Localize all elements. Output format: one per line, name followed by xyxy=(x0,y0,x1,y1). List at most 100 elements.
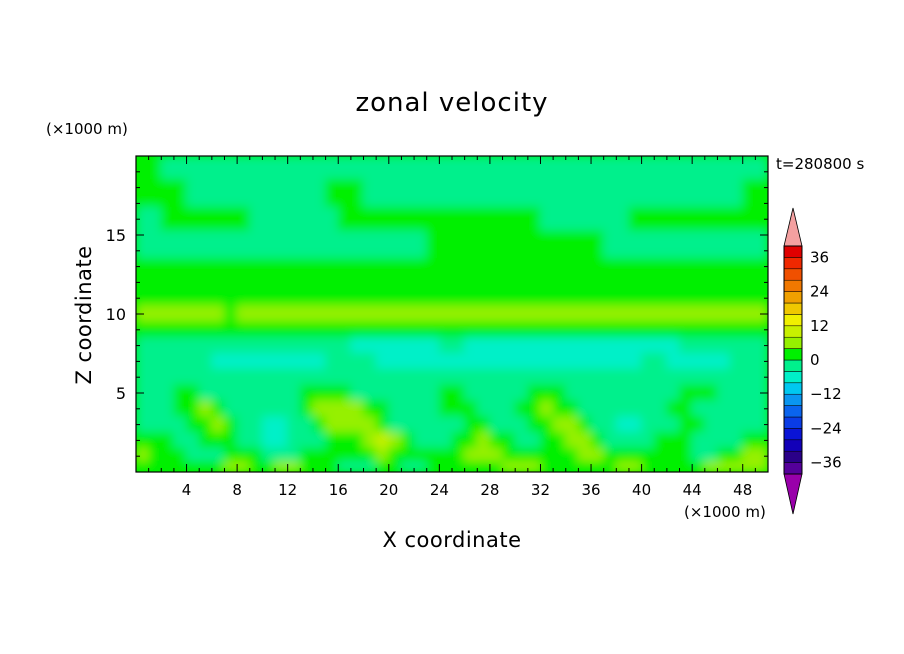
field-cell xyxy=(653,368,668,386)
field-cell xyxy=(198,368,213,386)
field-cell xyxy=(236,432,251,449)
field-cell xyxy=(514,368,529,386)
field-cell xyxy=(274,258,289,287)
colorbar-tick-label: 12 xyxy=(810,317,829,335)
field-cell xyxy=(590,321,605,339)
field-cell xyxy=(363,305,377,323)
field-cell xyxy=(160,400,175,418)
field-cell xyxy=(464,305,478,323)
field-cell xyxy=(628,321,643,339)
field-cell xyxy=(489,337,504,354)
field-cell xyxy=(337,321,352,339)
field-cell xyxy=(729,206,744,232)
field-cell xyxy=(641,305,655,323)
field-cell xyxy=(325,285,339,307)
field-cell xyxy=(400,206,415,232)
field-cell xyxy=(299,461,314,472)
field-cell xyxy=(679,206,693,232)
field-cell xyxy=(603,305,617,323)
field-cell xyxy=(489,353,504,370)
field-cell xyxy=(742,230,756,260)
field-cell xyxy=(312,337,327,354)
field-cell xyxy=(514,230,529,260)
field-cell xyxy=(400,258,415,287)
field-cell xyxy=(173,461,188,472)
field-cell xyxy=(325,447,339,463)
field-cell xyxy=(666,461,681,472)
field-cell xyxy=(704,416,718,433)
field-cell xyxy=(704,337,718,354)
field-cell xyxy=(363,206,377,232)
field-cell xyxy=(223,305,238,323)
field-cell xyxy=(337,337,352,354)
field-cell xyxy=(653,285,668,307)
field-cell xyxy=(198,285,213,307)
field-cell xyxy=(464,447,478,463)
field-cell xyxy=(742,156,756,181)
field-cell xyxy=(742,179,756,208)
field-cell xyxy=(653,305,668,323)
field-cell xyxy=(186,179,200,208)
field-cell xyxy=(261,305,276,323)
field-cell xyxy=(186,461,200,472)
field-cell xyxy=(476,285,491,307)
field-cell xyxy=(565,230,579,260)
field-cell xyxy=(565,156,579,181)
field-cell xyxy=(590,258,605,287)
field-cell xyxy=(679,416,693,433)
colorbar-segment xyxy=(783,302,803,315)
field-cell xyxy=(502,179,516,208)
field-cell xyxy=(148,432,162,449)
field-cell xyxy=(325,206,339,232)
colorbar-frame xyxy=(783,245,803,475)
field-cell xyxy=(287,416,301,433)
field-cell xyxy=(388,337,402,354)
field-cell xyxy=(754,206,768,232)
field-cell xyxy=(502,258,516,287)
field-cell xyxy=(249,179,263,208)
field-cell xyxy=(223,258,238,287)
field-cell xyxy=(198,258,213,287)
field-cell xyxy=(666,416,681,433)
field-cell xyxy=(590,156,605,181)
colorbar-segment xyxy=(783,268,803,281)
field-cell xyxy=(552,179,567,208)
field-cell xyxy=(641,353,655,370)
field-cell xyxy=(716,258,731,287)
field-cell xyxy=(287,432,301,449)
field-cell xyxy=(261,400,276,418)
field-cell xyxy=(160,206,175,232)
field-cell xyxy=(451,432,466,449)
colorbar-tick-label: −24 xyxy=(810,419,842,437)
field-cell xyxy=(186,305,200,323)
field-cell xyxy=(400,461,415,472)
field-cell xyxy=(186,337,200,354)
field-cell xyxy=(603,384,617,402)
field-cell xyxy=(565,258,579,287)
field-cell xyxy=(502,400,516,418)
colorbar-segment xyxy=(783,416,803,429)
field-cell xyxy=(438,353,453,370)
field-cell xyxy=(577,258,592,287)
field-cell xyxy=(350,432,365,449)
field-cell xyxy=(148,305,162,323)
field-cell xyxy=(691,337,706,354)
field-cell xyxy=(527,416,541,433)
field-cell xyxy=(451,206,466,232)
field-cell xyxy=(337,156,352,181)
field-cell xyxy=(565,416,579,433)
field-cell xyxy=(628,206,643,232)
field-cell xyxy=(514,461,529,472)
field-cell xyxy=(514,156,529,181)
field-cell xyxy=(438,368,453,386)
field-cell xyxy=(136,156,150,181)
field-cell xyxy=(211,447,225,463)
field-cell xyxy=(211,368,225,386)
field-cell xyxy=(136,179,150,208)
field-cell xyxy=(198,156,213,181)
field-cell xyxy=(691,258,706,287)
field-cell xyxy=(375,305,390,323)
field-cell xyxy=(704,206,718,232)
x-tick-label: 16 xyxy=(329,481,348,499)
